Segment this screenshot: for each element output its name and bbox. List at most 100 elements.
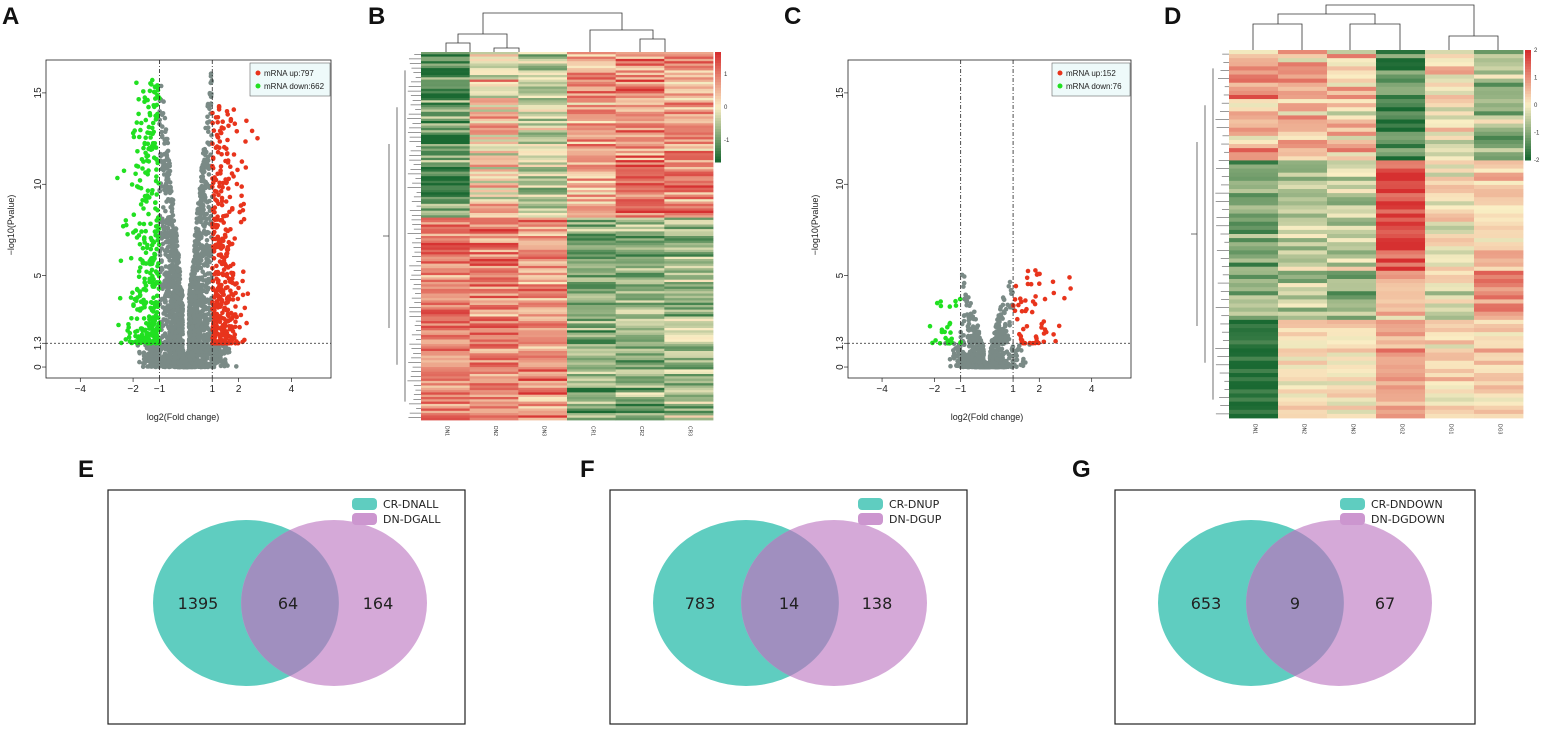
heatmap-cell [567, 180, 617, 184]
legend-down-marker [255, 83, 261, 89]
heatmap-cell [615, 203, 665, 207]
volcano-point-up [224, 251, 230, 256]
volcano-point-ns [176, 280, 182, 286]
heatmap-cell [567, 109, 617, 113]
heatmap-cell [567, 226, 617, 230]
heatmap-cell [518, 61, 568, 64]
heatmap-cell [567, 208, 617, 212]
volcano-point-up [1029, 309, 1035, 315]
volcano-point-ns [166, 239, 172, 245]
volcano-point-up [1030, 299, 1036, 304]
heatmap-cell [664, 192, 714, 195]
heatmap-cell [615, 187, 665, 191]
volcano-point-ns [1002, 364, 1008, 370]
heatmap-cell [567, 63, 617, 67]
volcano-point-up [229, 291, 234, 297]
volcano-point-ns [970, 347, 975, 353]
heatmap-cell [615, 130, 665, 133]
heatmap-cell [469, 114, 519, 117]
volcano-point-down [155, 315, 161, 321]
heatmap-cell [664, 134, 714, 138]
volcano-point-down [147, 195, 152, 200]
volcano-point-ns [986, 363, 992, 369]
heatmap-cell [469, 208, 519, 212]
heatmap-cell [664, 104, 714, 108]
volcano-point-ns [165, 248, 170, 254]
volcano-point-ns [206, 252, 212, 258]
volcano-point-ns [1019, 348, 1024, 353]
heatmap-cell [518, 199, 568, 202]
x-tick-label: −4 [876, 384, 888, 395]
volcano-point-down [144, 331, 149, 336]
volcano-point-ns [201, 147, 207, 153]
volcano-point-down [140, 245, 146, 251]
heatmap-cell [518, 107, 568, 110]
volcano-point-ns [1003, 337, 1008, 343]
volcano-point-ns [206, 129, 211, 134]
heatmap-cell [615, 208, 665, 212]
volcano-point-up [1021, 326, 1026, 332]
heatmap-cell [518, 233, 568, 237]
volcano-point-down [152, 90, 158, 95]
volcano-point-down [152, 229, 158, 234]
heatmap-cell [615, 231, 665, 235]
volcano-point-ns [948, 363, 953, 369]
volcano-point-ns [200, 162, 206, 168]
heatmap-cell [615, 162, 665, 166]
heatmap-cell [664, 139, 714, 143]
volcano-point-down [134, 163, 139, 169]
volcano-point-down [154, 192, 159, 197]
heatmap-cell [664, 137, 714, 140]
volcano-point-ns [160, 111, 166, 116]
heatmap-cell [664, 254, 714, 258]
heatmap-cell [615, 240, 665, 244]
volcano-point-up [211, 337, 216, 343]
volcano-point-up [244, 118, 249, 124]
volcano-point-down [147, 112, 153, 118]
volcano-point-ns [198, 331, 203, 337]
volcano-point-up [225, 151, 230, 156]
heatmap-cell [518, 132, 568, 136]
heatmap-cell [469, 100, 519, 103]
volcano-point-down [153, 200, 158, 205]
volcano-point-up [238, 312, 244, 318]
heatmap-cell [518, 93, 568, 97]
volcano-point-ns [163, 317, 169, 323]
volcano-point-ns [164, 220, 169, 225]
heatmap-cell [664, 217, 714, 221]
heatmap-cell [664, 58, 714, 62]
volcano-point-ns [200, 170, 206, 176]
heatmap-cell [664, 77, 714, 80]
heatmap-cell [615, 229, 665, 232]
heatmap-cell [469, 187, 519, 191]
heatmap-cell [518, 185, 568, 189]
heatmap-cell [469, 254, 519, 258]
heatmap-cell [469, 84, 519, 87]
volcano-point-down [115, 175, 120, 181]
heatmap-cell [421, 102, 471, 106]
heatmap-cell [664, 86, 714, 90]
heatmap-cell [567, 139, 617, 143]
heatmap-cell [664, 61, 714, 64]
heatmap-cell [615, 217, 665, 221]
heatmap-cell [518, 236, 568, 239]
volcano-point-ns [189, 352, 195, 358]
heatmap-cell [615, 137, 665, 140]
heatmap-cell [421, 79, 471, 83]
heatmap-cell [469, 141, 519, 145]
volcano-c-ylabel: −log10(Pvalue) [810, 195, 820, 256]
heatmap-cell [567, 245, 617, 248]
heatmap-cell [421, 114, 471, 117]
heatmap-cell [664, 194, 714, 198]
heatmap-cell [518, 238, 568, 241]
x-tick-label: 2 [236, 384, 242, 395]
volcano-point-down [132, 296, 138, 302]
volcano-point-ns [161, 205, 166, 210]
volcano-point-down [117, 295, 123, 301]
volcano-point-ns [992, 360, 997, 366]
heatmap-cell [469, 130, 519, 133]
heatmap-cell [421, 86, 471, 90]
volcano-point-down [148, 246, 154, 252]
volcano-point-down [947, 304, 953, 309]
